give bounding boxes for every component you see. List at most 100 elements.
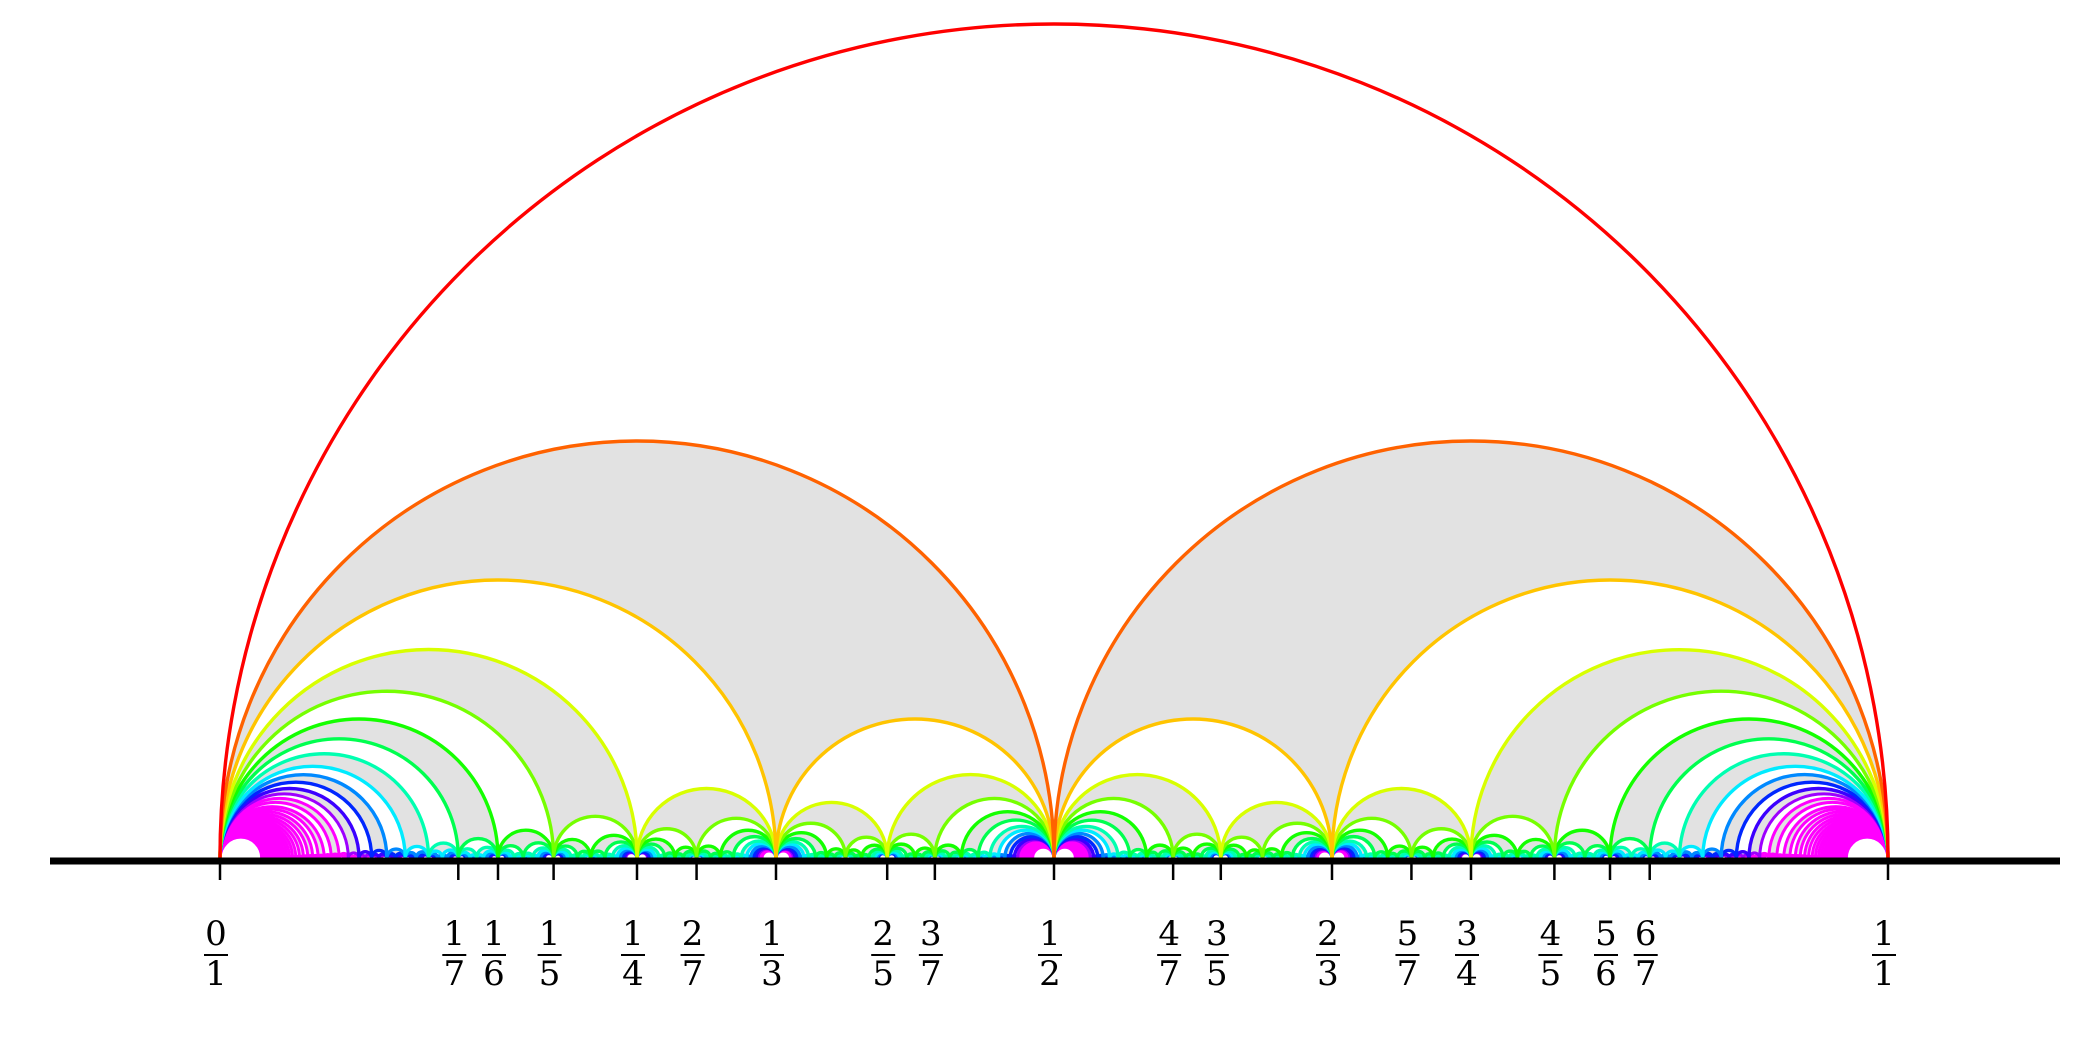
shaded-triangle [1517, 839, 1555, 858]
fraction-denominator: 3 [1317, 954, 1339, 994]
geodesic-arc [218, 689, 556, 859]
fraction-denominator: 7 [1635, 954, 1657, 994]
fraction-numerator: 3 [920, 914, 942, 954]
geodesic-arc [1219, 800, 1334, 859]
fraction-numerator: 1 [761, 914, 783, 954]
fraction-label: 27 [680, 914, 705, 994]
fraction-label: 14 [621, 914, 645, 994]
shaded-triangle [1054, 774, 1221, 858]
fraction-label: 35 [1204, 914, 1229, 994]
geodesic-arc [635, 786, 778, 859]
geodesic-arc [885, 772, 1056, 859]
fraction-label: 17 [442, 914, 467, 994]
fraction-denominator: 7 [443, 954, 465, 994]
tick-group [218, 864, 1890, 880]
fraction-label: 15 [537, 914, 562, 994]
geodesic-arc [218, 737, 460, 859]
shaded-triangle [220, 774, 387, 858]
geodesic-arc [218, 578, 778, 859]
shaded-triangle [1721, 774, 1888, 858]
fraction-label: 11 [1872, 914, 1896, 994]
shaded-triangle [1749, 788, 1888, 858]
fraction-label: 25 [871, 914, 896, 994]
fraction-numerator: 4 [1540, 914, 1562, 954]
fraction-label: 01 [204, 914, 228, 994]
geodesic-arc [1409, 827, 1473, 859]
fraction-denominator: 4 [1456, 954, 1478, 994]
shaded-triangle [637, 788, 776, 858]
fraction-numerator: 5 [1595, 914, 1617, 954]
fraction-denominator: 7 [682, 954, 704, 994]
fraction-label: 57 [1395, 914, 1420, 994]
shaded-triangle [887, 774, 1054, 858]
geodesic-arc [1648, 737, 1890, 859]
fraction-denominator: 7 [1397, 954, 1419, 994]
fraction-numerator: 5 [1397, 914, 1419, 954]
fraction-denominator: 6 [1595, 954, 1617, 994]
shaded-triangle [1054, 811, 1147, 858]
fraction-numerator: 1 [539, 914, 561, 954]
shaded-triangle [220, 788, 359, 858]
geodesic-arc [1052, 717, 1334, 859]
fraction-denominator: 1 [1873, 954, 1895, 994]
shaded-triangle [220, 719, 498, 858]
geodesic-arc [218, 647, 639, 859]
geodesic-arc [1469, 647, 1890, 859]
fraction-numerator: 1 [443, 914, 465, 954]
geodesic-arc [1330, 816, 1414, 859]
geodesic-arc [635, 827, 699, 859]
fraction-denominator: 5 [539, 954, 561, 994]
shaded-triangle [553, 839, 591, 858]
geodesic-arc [1469, 814, 1557, 859]
fraction-label: 47 [1157, 914, 1182, 994]
shaded-triangle [1054, 826, 1119, 858]
fraction-denominator: 1 [205, 954, 227, 994]
geodesic-arc [1330, 578, 1890, 859]
geodesic-arc [496, 828, 556, 859]
shaded-region-group [220, 441, 1888, 858]
fraction-numerator: 1 [1873, 914, 1895, 954]
geodesic-arc [1552, 689, 1890, 859]
geodesic-arc-group [218, 22, 1890, 860]
geodesic-arc [774, 800, 889, 859]
fraction-numerator: 6 [1635, 914, 1657, 954]
fraction-numerator: 1 [1039, 914, 1061, 954]
geodesic-arc [551, 814, 639, 859]
shaded-triangle [498, 830, 554, 858]
fraction-numerator: 1 [622, 914, 644, 954]
shaded-triangle [989, 826, 1054, 858]
geodesic-arc [1608, 717, 1890, 859]
fraction-denominator: 2 [1039, 954, 1061, 994]
shaded-triangle [220, 753, 429, 858]
fraction-label: 12 [1038, 914, 1062, 994]
fraction-numerator: 3 [1206, 914, 1228, 954]
shaded-triangle [961, 811, 1054, 858]
geodesic-arc [933, 796, 1056, 859]
fraction-denominator: 4 [622, 954, 644, 994]
fraction-label: 56 [1594, 914, 1618, 994]
shaded-triangle [1554, 830, 1610, 858]
fraction-denominator: 3 [761, 954, 783, 994]
fraction-numerator: 2 [872, 914, 894, 954]
geodesic-arc [218, 22, 1890, 859]
fraction-numerator: 2 [1317, 914, 1339, 954]
fraction-denominator: 5 [1206, 954, 1228, 994]
fraction-label: 67 [1633, 914, 1658, 994]
geodesic-arc [1330, 786, 1473, 859]
fraction-label: 13 [760, 914, 784, 994]
shaded-triangle [1054, 441, 1888, 858]
fraction-denominator: 7 [1158, 954, 1180, 994]
geodesic-arc [774, 717, 1056, 859]
shaded-triangle [1332, 788, 1471, 858]
shaded-triangle [1004, 833, 1054, 858]
geodesic-arc [218, 717, 500, 859]
shaded-triangle [1054, 833, 1104, 858]
fraction-numerator: 1 [483, 914, 505, 954]
fraction-label: 37 [918, 914, 943, 994]
fraction-label: 23 [1316, 914, 1340, 994]
geodesic-arc [1552, 828, 1612, 859]
shaded-triangle [220, 441, 1054, 858]
geodesic-arc [218, 439, 1056, 859]
fraction-denominator: 6 [483, 954, 505, 994]
